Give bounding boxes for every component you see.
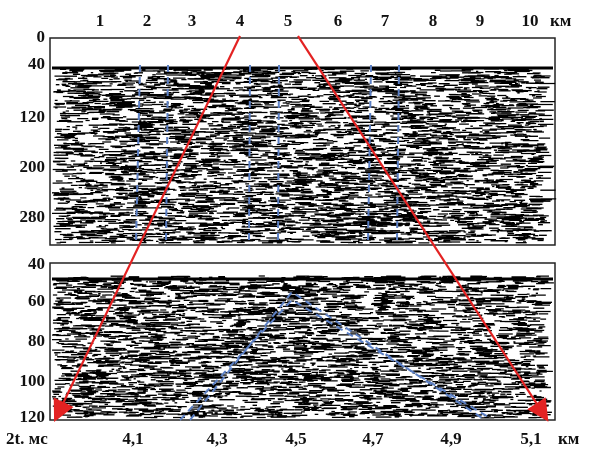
y-tick-label: 40 [28,54,45,73]
y-tick-label: 200 [20,157,46,176]
x-unit: км [550,11,572,30]
x-tick-label: 5,1 [520,429,541,448]
x-tick-label: 4,9 [440,429,461,448]
y-tick-label: 60 [28,291,45,310]
blue-markers [135,64,491,421]
x-tick-label: 6 [334,11,343,30]
marker-line [396,64,400,243]
texture-strokes [52,275,554,419]
x-tick-label: 8 [429,11,438,30]
y-tick-label: 100 [20,371,46,390]
x-tick-label: 4,5 [285,429,306,448]
x-tick-label: 10 [522,11,539,30]
x-tick-label: 4 [236,11,245,30]
marker-line [248,64,251,243]
y-tick-label: 120 [20,107,46,126]
x-tick-label: 5 [284,11,293,30]
axis-labels: 1 2 3 4 5 6 7 8 9 10 км 0 40 120 200 280 40 60 80 100 120 4,1… [6,11,580,448]
seismic-texture [52,66,557,419]
zoom-arrow [53,35,241,422]
y-tick-label: 120 [20,407,46,426]
marker-line [165,64,169,243]
marker-line [135,64,141,243]
x-tick-label: 4,3 [206,429,227,448]
y-tick-label: 0 [37,27,46,46]
x-tick-label: 2 [143,11,152,30]
marker-line [179,298,491,421]
x-tick-label: 4,7 [362,429,384,448]
marker-line [277,64,280,243]
x-unit: км [558,429,580,448]
x-tick-label: 9 [476,11,485,30]
x-tick-label: 1 [96,11,105,30]
y-tick-label: 80 [28,331,45,350]
texture-strokes [52,67,557,244]
y-tick-label: 40 [28,254,45,273]
x-tick-label: 3 [188,11,197,30]
x-tick-label: 4,1 [122,429,143,448]
x-tick-label: 7 [381,11,390,30]
marker-line [189,290,483,421]
zoom-arrow [297,35,549,422]
marker-line [367,64,372,243]
y-unit: 2t. мс [6,429,48,448]
y-tick-label: 280 [20,207,46,226]
